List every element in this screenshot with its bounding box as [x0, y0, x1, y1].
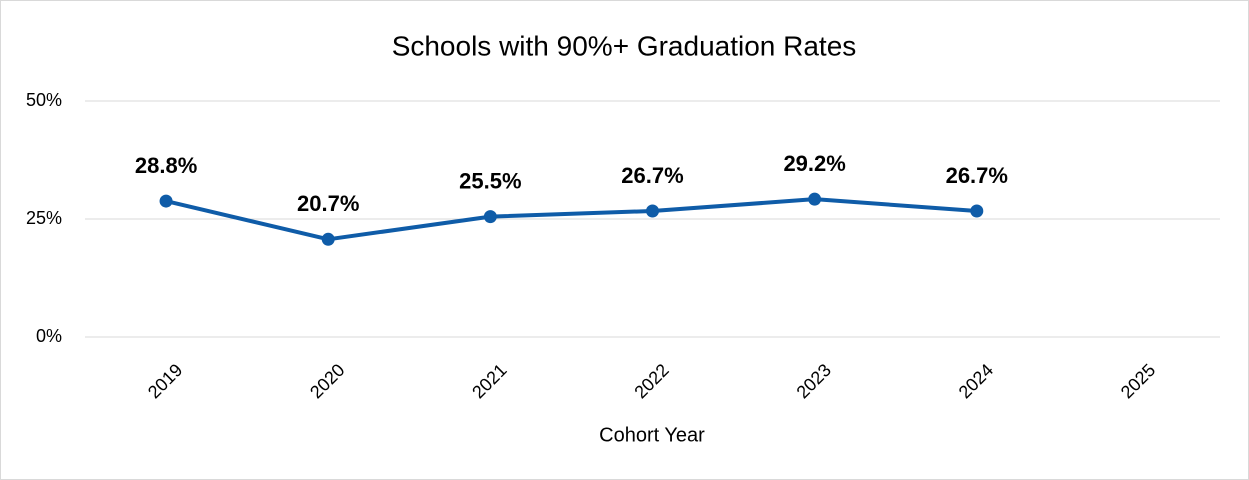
marker — [646, 204, 659, 218]
data-label: 25.5% — [459, 168, 521, 193]
data-label: 20.7% — [297, 191, 359, 216]
line — [165, 197, 977, 242]
y-tick-label: 50% — [26, 90, 62, 110]
marker — [808, 192, 822, 206]
marker — [321, 232, 335, 246]
marker — [970, 204, 984, 218]
y-tick-label: 25% — [26, 208, 62, 228]
marker — [483, 210, 497, 224]
x-axis-title: Cohort Year — [599, 424, 705, 446]
marker — [159, 194, 173, 208]
data-label: 26.7% — [621, 163, 683, 188]
chart-title: Schools with 90%+ Graduation Rates — [392, 30, 857, 61]
data-label: 26.7% — [946, 163, 1008, 188]
y-tick-label: 0% — [36, 326, 62, 346]
data-label: 29.2% — [783, 151, 845, 176]
data-label: 28.8% — [135, 153, 197, 178]
